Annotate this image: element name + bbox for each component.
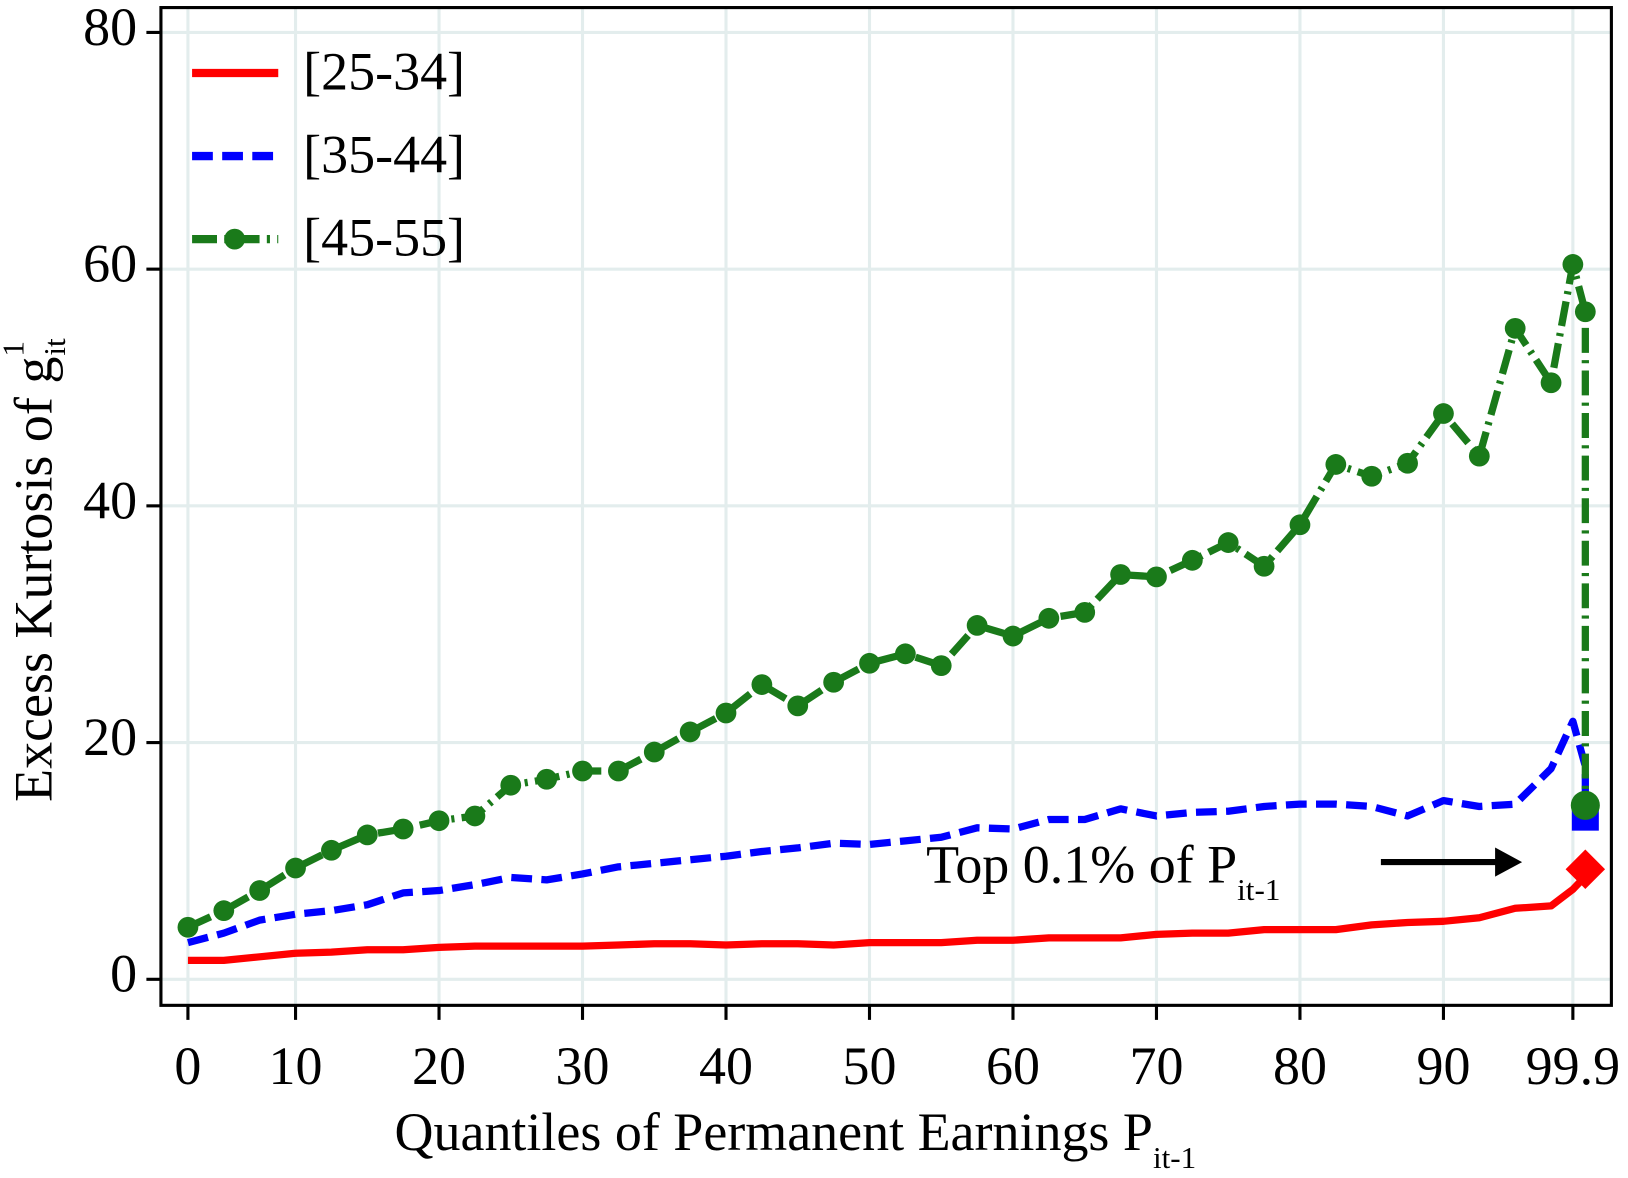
point: [1540, 372, 1562, 394]
y-tick-label: 60: [83, 234, 137, 294]
y-tick-label: 80: [83, 0, 137, 57]
x-tick-label: 80: [1273, 1036, 1327, 1096]
y-tick-label: 40: [83, 470, 137, 530]
point: [285, 857, 306, 879]
y-axis-title-sub: it: [37, 338, 72, 356]
annotation-text: Top 0.1% of P: [926, 835, 1237, 895]
point: [356, 824, 378, 846]
point: [572, 760, 593, 782]
legend-label: [45-55]: [303, 208, 465, 268]
point: [1289, 514, 1311, 536]
point: [823, 671, 845, 693]
point: [643, 741, 665, 763]
point: [1146, 566, 1167, 588]
point: [392, 818, 414, 840]
point: [536, 768, 558, 790]
point: [1570, 790, 1600, 820]
legend-marker: [224, 228, 246, 250]
y-axis-title-text: Excess Kurtosis of g: [4, 357, 64, 802]
legend-label: [25-34]: [303, 42, 465, 102]
point: [1074, 602, 1096, 623]
point: [1562, 254, 1584, 275]
series-line: [186, 717, 1589, 947]
point: [213, 900, 235, 922]
grid: [160, 7, 1612, 1006]
x-tick-label: 40: [699, 1036, 753, 1096]
x-axis-title-sub: it-1: [1153, 1140, 1196, 1175]
x-axis-title-text: Quantiles of Permanent Earnings P: [395, 1103, 1153, 1163]
point: [1565, 849, 1606, 889]
y-tick-label: 0: [110, 944, 137, 1004]
point: [1468, 445, 1490, 467]
marks: [177, 254, 1606, 965]
point: [1574, 301, 1596, 323]
x-tick-label: 90: [1416, 1036, 1470, 1096]
y-axis-title: Excess Kurtosis of g1 it: [0, 338, 72, 802]
x-tick-label: 20: [412, 1036, 466, 1096]
x-tick-label: 99.9: [1526, 1036, 1620, 1096]
point: [1253, 555, 1275, 577]
point: [608, 760, 629, 782]
x-tick-label: 0: [174, 1036, 201, 1096]
annotation-sub: it-1: [1237, 872, 1280, 907]
point: [249, 880, 271, 901]
point: [966, 615, 988, 636]
x-tick-label: 50: [843, 1036, 897, 1096]
point: [1181, 549, 1203, 571]
point: [930, 655, 952, 677]
point: [1504, 317, 1526, 339]
point: [787, 695, 809, 717]
legend-label: [35-44]: [303, 125, 465, 185]
annotation: Top 0.1% of Pit-1: [926, 835, 1280, 908]
point: [1217, 532, 1239, 553]
point: [464, 805, 486, 827]
point: [500, 774, 522, 796]
series-line: [187, 869, 1589, 965]
point: [715, 702, 737, 724]
point: [1038, 607, 1060, 629]
point: [1002, 625, 1024, 647]
point: [1397, 452, 1418, 474]
point: [859, 652, 880, 674]
point: [1361, 465, 1383, 487]
y-tick-label: 20: [83, 707, 137, 767]
point: [1325, 454, 1347, 475]
x-axis-title: Quantiles of Permanent Earnings Pit-1: [395, 1103, 1197, 1176]
point: [1433, 403, 1454, 424]
point: [1110, 564, 1131, 585]
annotation-arrowhead: [1495, 847, 1523, 877]
point: [894, 643, 916, 665]
x-tick-label: 60: [986, 1036, 1040, 1096]
point: [428, 810, 450, 832]
point: [751, 674, 773, 695]
x-tick-label: 30: [556, 1036, 610, 1096]
y-axis-title-sup: 1: [0, 341, 31, 357]
point: [177, 916, 199, 938]
x-tick-label: 10: [269, 1036, 323, 1096]
x-tick-label: 70: [1129, 1036, 1183, 1096]
point: [679, 721, 701, 743]
point: [321, 839, 342, 861]
